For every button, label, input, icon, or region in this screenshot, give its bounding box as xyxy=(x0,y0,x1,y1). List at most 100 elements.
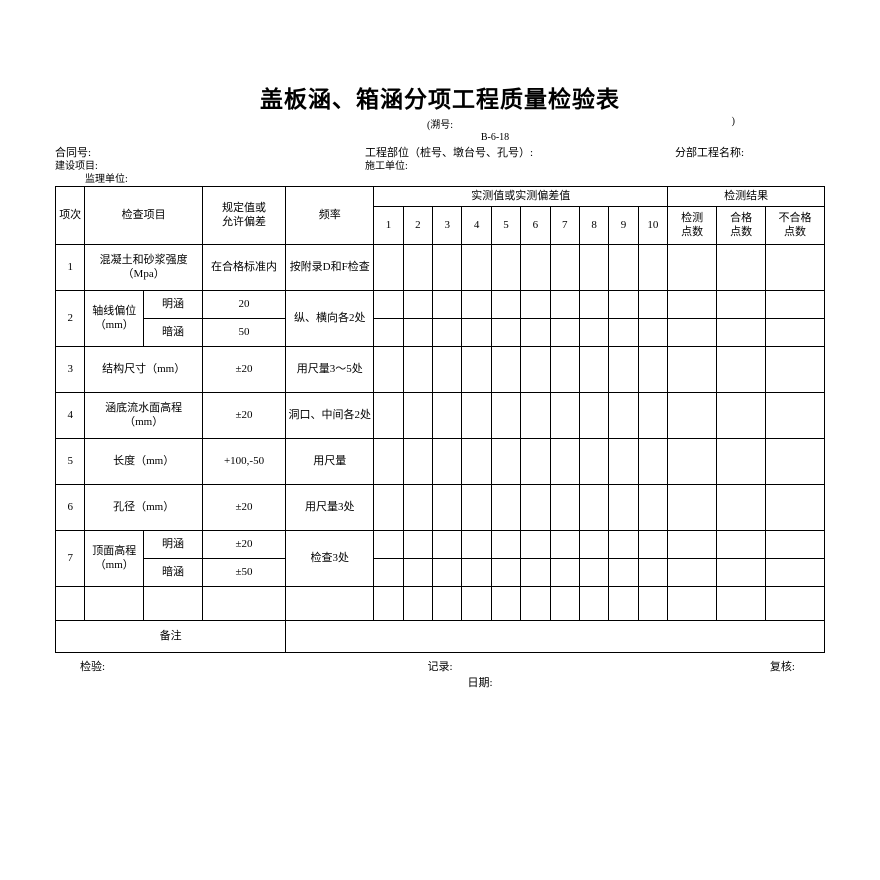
th-m7: 7 xyxy=(550,207,579,245)
cell-m xyxy=(462,347,491,393)
cell-m xyxy=(462,439,491,485)
cell-r xyxy=(668,531,717,559)
cell-r xyxy=(717,485,766,531)
cell-seq: 2 xyxy=(56,291,85,347)
cell-m xyxy=(433,393,462,439)
form-code: B-6-18 xyxy=(165,132,825,146)
subtitle-row: (溯号: ) xyxy=(55,116,825,132)
cell-m xyxy=(550,347,579,393)
cell-m xyxy=(550,291,579,319)
cell-r xyxy=(717,291,766,319)
cell-m xyxy=(609,587,638,621)
cell-r xyxy=(717,393,766,439)
cell-m xyxy=(403,559,432,587)
meta-row-1: 合同号: 工程部位（桩号、墩台号、孔号）: 分部工程名称: xyxy=(55,146,825,160)
cell-r xyxy=(766,531,825,559)
cell-m xyxy=(462,393,491,439)
cell-m xyxy=(374,393,403,439)
cell-item: 孔径（mm） xyxy=(85,485,203,531)
cell-r xyxy=(717,245,766,291)
cell-m xyxy=(403,485,432,531)
cell-m xyxy=(550,485,579,531)
cell-r xyxy=(668,347,717,393)
cell-m xyxy=(521,319,550,347)
cell-r xyxy=(668,393,717,439)
cell-m xyxy=(521,393,550,439)
cell-m xyxy=(491,291,520,319)
cell-item-main: 轴线偏位（mm） xyxy=(85,291,144,347)
cell-spec: ±50 xyxy=(202,559,285,587)
th-m9: 9 xyxy=(609,207,638,245)
cell-r xyxy=(766,485,825,531)
footer-inspect: 检验: xyxy=(55,659,309,675)
cell-m xyxy=(491,319,520,347)
cell-m xyxy=(550,439,579,485)
cell-m xyxy=(638,393,667,439)
th-r1: 检测点数 xyxy=(668,207,717,245)
cell-m xyxy=(609,393,638,439)
cell-m xyxy=(521,291,550,319)
th-measured-group: 实测值或实测偏差值 xyxy=(374,187,668,207)
cell-r xyxy=(717,531,766,559)
cell-spec: ±20 xyxy=(202,531,285,559)
cell-r xyxy=(766,319,825,347)
inspection-table: 项次 检查项目 规定值或允许偏差 频率 实测值或实测偏差值 检测结果 1 2 3… xyxy=(55,186,825,653)
th-m6: 6 xyxy=(521,207,550,245)
cell-m xyxy=(491,531,520,559)
part-label: 工程部位（桩号、墩台号、孔号）: xyxy=(365,146,675,160)
footer-record: 记录: xyxy=(309,659,571,675)
cell-r xyxy=(766,587,825,621)
form-title: 盖板涵、箱涵分项工程质量检验表 xyxy=(55,80,825,114)
cell-m xyxy=(579,245,608,291)
cell-m xyxy=(579,393,608,439)
th-r3: 不合格点数 xyxy=(766,207,825,245)
cell-m xyxy=(491,245,520,291)
th-m1: 1 xyxy=(374,207,403,245)
cell-item-sub: 明涵 xyxy=(144,291,203,319)
cell-m xyxy=(491,439,520,485)
cell-item-sub: 明涵 xyxy=(144,531,203,559)
footer-date: 日期: xyxy=(135,675,825,691)
cell-m xyxy=(550,559,579,587)
cell-m xyxy=(638,245,667,291)
cell-m xyxy=(609,485,638,531)
cell-spec: 在合格标准内 xyxy=(202,245,285,291)
cell-r xyxy=(668,439,717,485)
th-seq: 项次 xyxy=(56,187,85,245)
cell-m xyxy=(579,439,608,485)
cell-m xyxy=(550,245,579,291)
footer-review: 复核: xyxy=(571,659,825,675)
cell-m xyxy=(491,587,520,621)
cell-m xyxy=(579,319,608,347)
cell-item-sub: 暗涵 xyxy=(144,319,203,347)
cell-spec: ±20 xyxy=(202,485,285,531)
th-m5: 5 xyxy=(491,207,520,245)
cell-m xyxy=(403,439,432,485)
cell-m xyxy=(433,559,462,587)
cell-m xyxy=(521,347,550,393)
cell-freq: 按附录D和F检查 xyxy=(286,245,374,291)
cell-m xyxy=(462,587,491,621)
cell-m xyxy=(521,587,550,621)
cell-m xyxy=(403,319,432,347)
cell-m xyxy=(609,531,638,559)
cell-freq: 用尺量 xyxy=(286,439,374,485)
cell-r xyxy=(668,587,717,621)
table-row-remark: 备注 xyxy=(56,621,825,653)
cell-m xyxy=(550,587,579,621)
meta-row-2-right xyxy=(675,160,825,173)
table-row: 6 孔径（mm） ±20 用尺量3处 xyxy=(56,485,825,531)
cell-m xyxy=(433,531,462,559)
cell-item: 涵底流水面高程（mm） xyxy=(85,393,203,439)
cell-r xyxy=(668,559,717,587)
subtitle-center: (溯号: xyxy=(427,116,453,131)
cell-freq: 检查3处 xyxy=(286,531,374,587)
cell-m xyxy=(638,347,667,393)
meta-row-2: 建设项目: 施工单位: xyxy=(55,160,825,173)
table-row: 暗涵 ±50 xyxy=(56,559,825,587)
th-item: 检查项目 xyxy=(85,187,203,245)
cell-m xyxy=(550,531,579,559)
cell-spec: 20 xyxy=(202,291,285,319)
table-row: 4 涵底流水面高程（mm） ±20 洞口、中间各2处 xyxy=(56,393,825,439)
table-row: 7 顶面高程（mm） 明涵 ±20 检查3处 xyxy=(56,531,825,559)
